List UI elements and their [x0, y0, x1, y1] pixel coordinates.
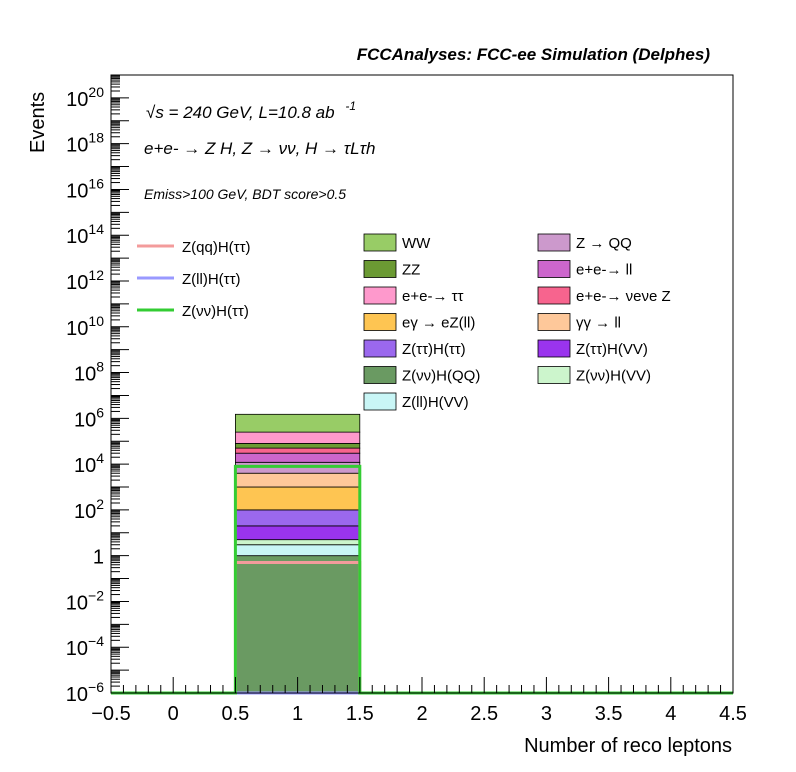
legend-swatch	[363, 313, 397, 331]
legend-swatch	[537, 366, 571, 384]
legend-swatch	[363, 233, 397, 252]
x-tick-label: −0.5	[91, 703, 130, 725]
legend-label: Z(qq)H(ττ)	[182, 239, 251, 256]
y-tick-label: 108	[74, 359, 104, 386]
legend-label: e+e-→ νeνe Z	[576, 288, 671, 305]
legend-label: Z(νν)H(ττ)	[182, 303, 249, 320]
legend-swatch	[537, 286, 571, 305]
legend-swatch	[537, 339, 571, 358]
y-tick-label: 104	[74, 450, 104, 477]
x-tick-label: 0.5	[221, 703, 249, 725]
stacked-histogram	[234, 413, 361, 694]
stack-bar-3	[234, 525, 361, 541]
y-tick-label: 1012	[66, 267, 104, 294]
x-tick-label: 1.5	[346, 703, 374, 725]
y-tick-label: 1014	[66, 221, 104, 248]
legend-swatch	[363, 339, 397, 358]
legend-label: Z → QQ	[576, 235, 632, 252]
legend-swatch	[363, 366, 397, 384]
y-tick-label: 1016	[66, 175, 104, 202]
stack-bar-9	[234, 447, 361, 454]
y-axis: 1020 1018 1016 1014 1012 1010 108 106 104 102 1 10−…	[66, 75, 129, 706]
stack-bar-10	[234, 443, 361, 449]
annotation-selection: Emiss>100 GeV, BDT score>0.5	[144, 186, 346, 202]
x-tick-label: 2.5	[470, 703, 498, 725]
y-tick-label: 1010	[66, 313, 104, 340]
legend: Z(qq)H(ττ) Z(ll)H(ττ) Z(νν)H(ττ) WW ZZ e+e-→ …	[137, 233, 671, 411]
stack-bar-6	[234, 472, 361, 488]
stack-bar-12	[234, 413, 361, 433]
legend-swatch	[537, 260, 571, 278]
y-tick-label: 10−6	[66, 679, 104, 706]
x-tick-label: 3.5	[595, 703, 623, 725]
legend-swatch	[537, 313, 571, 331]
x-tick-label: 0	[168, 703, 179, 725]
legend-label: ZZ	[402, 262, 420, 279]
legend-label: Z(ll)H(ττ)	[182, 271, 241, 288]
x-axis-label: Number of reco leptons	[524, 735, 732, 757]
y-tick-label: 10−2	[66, 587, 104, 614]
legend-label: eγ → eZ(ll)	[402, 315, 475, 332]
x-tick-label: 3	[541, 703, 552, 725]
legend-label: Z(νν)H(VV)	[576, 368, 651, 385]
annotation-energy-lumi: √s = 240 GeV, L=10.8 ab -1	[146, 99, 356, 122]
annotation-process: e+e- → Z H, Z → νν, H → τLτh	[144, 139, 375, 158]
y-tick-label: 102	[74, 496, 104, 523]
x-axis: −0.5 0 0.5 1 1.5 2 2.5 3 3.5 4 4.5	[91, 677, 747, 725]
legend-label: Z(νν)H(QQ)	[402, 368, 480, 385]
legend-label: γγ → ll	[576, 315, 621, 332]
y-tick-label: 1018	[66, 130, 104, 157]
stack-bar-2	[234, 539, 361, 546]
stack-bar-11	[234, 431, 361, 444]
y-tick-label: 1020	[66, 84, 104, 111]
y-tick-label: 1	[93, 547, 104, 569]
legend-label: Z(ττ)H(ττ)	[402, 341, 466, 358]
legend-label: e+e-→ ll	[576, 262, 632, 279]
annotations: √s = 240 GeV, L=10.8 ab -1 e+e- → Z H, Z…	[144, 99, 375, 202]
legend-swatch	[363, 392, 397, 411]
stack-bar-8	[234, 452, 361, 463]
stack-bar-4	[234, 509, 361, 527]
signal-line-0	[111, 561, 733, 695]
stack-bar-1	[234, 544, 361, 557]
legend-swatch	[537, 233, 571, 252]
x-tick-label: 4	[665, 703, 676, 725]
x-tick-label: 4.5	[719, 703, 747, 725]
stack-bar-5	[234, 486, 361, 511]
legend-label: Z(ll)H(VV)	[402, 394, 469, 411]
x-tick-label: 2	[416, 703, 427, 725]
signal-line-2	[111, 464, 733, 695]
legend-label: WW	[402, 235, 431, 252]
chart-title: FCCAnalyses: FCC-ee Simulation (Delphes)	[357, 45, 711, 64]
y-axis-label: Events	[27, 92, 49, 153]
legend-swatch	[363, 260, 397, 278]
stack-bar-0	[234, 555, 361, 694]
legend-label: e+e-→ ττ	[402, 288, 464, 305]
legend-swatch	[363, 286, 397, 305]
y-tick-label: 106	[74, 404, 104, 431]
legend-label: Z(ττ)H(VV)	[576, 341, 648, 358]
signal-histograms	[111, 464, 733, 695]
x-tick-label: 1	[292, 703, 303, 725]
y-tick-label: 10−4	[66, 633, 104, 660]
